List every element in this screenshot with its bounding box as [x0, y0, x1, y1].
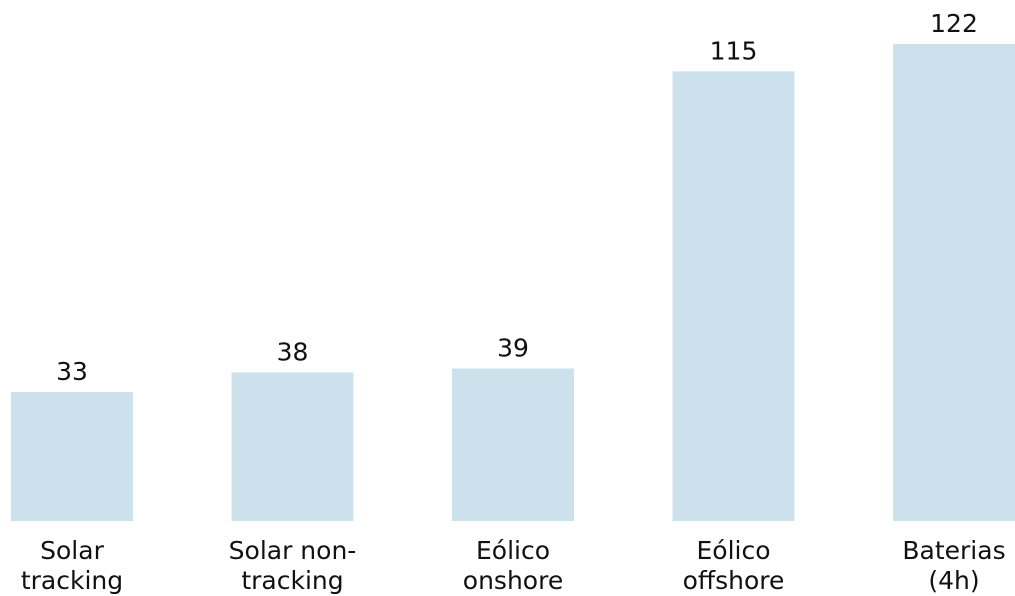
x-tick-label: Eólico offshore — [682, 536, 785, 595]
bar — [672, 71, 795, 522]
value-label: 38 — [277, 337, 309, 366]
bar — [452, 368, 574, 521]
value-label: 39 — [497, 334, 529, 363]
value-label: 122 — [930, 9, 978, 38]
value-label: 115 — [710, 36, 758, 65]
value-label: 33 — [56, 357, 88, 386]
bar — [893, 44, 1015, 521]
bar — [231, 372, 354, 521]
x-tick-label: Eólico onshore — [462, 536, 564, 595]
x-tick-label: Solar non-tracking — [228, 536, 357, 595]
bar — [11, 391, 133, 521]
x-tick-label: Solar tracking — [20, 536, 124, 595]
x-tick-label: Baterias (4h) — [902, 536, 1006, 595]
